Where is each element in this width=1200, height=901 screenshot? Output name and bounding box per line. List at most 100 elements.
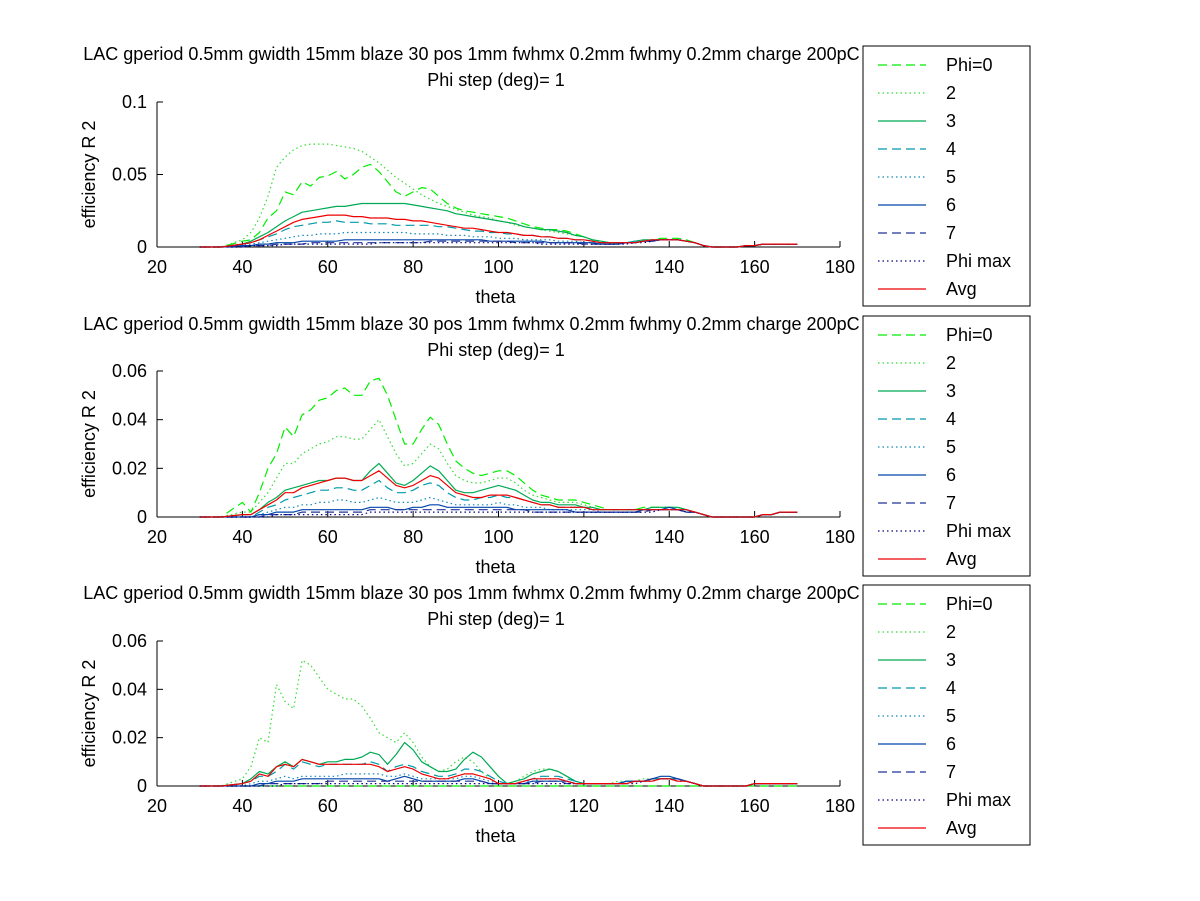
legend-label: Phi max [946, 790, 1011, 810]
series-line-2 [199, 659, 798, 787]
y-axis-label: efficiency R 2 [79, 660, 99, 768]
legend-label: 3 [946, 650, 956, 670]
x-tick-label: 160 [740, 796, 770, 816]
legend-label: Phi=0 [946, 55, 993, 75]
x-tick-label: 120 [569, 257, 599, 277]
series-line-phi-0 [199, 163, 798, 248]
x-tick-label: 140 [654, 796, 684, 816]
legend-label: Phi=0 [946, 594, 993, 614]
x-tick-label: 20 [147, 796, 167, 816]
legend-label: 3 [946, 111, 956, 131]
y-tick-label: 0 [137, 776, 147, 796]
legend-label: 5 [946, 706, 956, 726]
y-tick-label: 0.06 [112, 361, 147, 381]
y-tick-label: 0.05 [112, 165, 147, 185]
legend-label: 6 [946, 195, 956, 215]
x-tick-label: 80 [403, 796, 423, 816]
chart-title-line2: Phi step (deg)= 1 [427, 340, 565, 360]
x-axis-label: theta [475, 557, 516, 577]
x-tick-label: 40 [232, 257, 252, 277]
x-tick-label: 120 [569, 527, 599, 547]
legend-label: 7 [946, 493, 956, 513]
chart-panel-2: LAC gperiod 0.5mm gwidth 15mm blaze 30 p… [79, 314, 1031, 577]
chart-title-line1: LAC gperiod 0.5mm gwidth 15mm blaze 30 p… [83, 314, 1016, 334]
legend-label: Avg [946, 549, 977, 569]
y-tick-label: 0 [137, 507, 147, 527]
legend: Phi=0 2 3 4 5 6 7 Phi max Avg [862, 45, 1031, 307]
chart-panel-1: LAC gperiod 0.5mm gwidth 15mm blaze 30 p… [79, 44, 1031, 307]
x-tick-label: 100 [483, 796, 513, 816]
y-tick-label: 0.04 [112, 410, 147, 430]
legend-label: 4 [946, 678, 956, 698]
legend-label: 4 [946, 139, 956, 159]
legend-label: 5 [946, 167, 956, 187]
x-tick-label: 40 [232, 796, 252, 816]
legend-label: 7 [946, 762, 956, 782]
x-tick-label: 120 [569, 796, 599, 816]
series-line-avg [199, 758, 798, 787]
y-tick-label: 0 [137, 237, 147, 257]
legend-label: 6 [946, 465, 956, 485]
y-axis-label: efficiency R 2 [79, 121, 99, 229]
series-line-2 [199, 419, 798, 518]
legend-label: 7 [946, 223, 956, 243]
chart-title-line1: LAC gperiod 0.5mm gwidth 15mm blaze 30 p… [83, 44, 1016, 64]
series-line-5 [199, 496, 798, 518]
legend-label: Avg [946, 279, 977, 299]
legend-label: 4 [946, 409, 956, 429]
legend-label: Phi max [946, 521, 1011, 541]
series-line-4 [199, 761, 798, 787]
x-tick-label: 160 [740, 257, 770, 277]
chart-panel-3: LAC gperiod 0.5mm gwidth 15mm blaze 30 p… [79, 583, 1031, 846]
legend-label: 6 [946, 734, 956, 754]
x-tick-label: 180 [825, 796, 855, 816]
chart-title-line2: Phi step (deg)= 1 [427, 609, 565, 629]
x-tick-label: 20 [147, 257, 167, 277]
series-line-3 [199, 462, 798, 518]
series-line-avg [199, 214, 798, 248]
x-tick-label: 60 [318, 796, 338, 816]
series-line-2 [199, 143, 798, 248]
chart-title-line1: LAC gperiod 0.5mm gwidth 15mm blaze 30 p… [83, 583, 1016, 603]
x-tick-label: 100 [483, 257, 513, 277]
legend-label: Phi max [946, 251, 1011, 271]
legend-box [862, 584, 1031, 846]
x-axis-label: theta [475, 826, 516, 846]
x-tick-label: 40 [232, 527, 252, 547]
legend-box [862, 315, 1031, 577]
legend-label: Avg [946, 818, 977, 838]
chart-title-line2: Phi step (deg)= 1 [427, 70, 565, 90]
legend-label: Phi=0 [946, 325, 993, 345]
x-tick-label: 60 [318, 527, 338, 547]
x-tick-label: 180 [825, 527, 855, 547]
series-line-phi-0 [199, 377, 798, 518]
legend: Phi=0 2 3 4 5 6 7 Phi max Avg [862, 584, 1031, 846]
legend-label: 2 [946, 353, 956, 373]
legend-label: 2 [946, 622, 956, 642]
y-tick-label: 0.02 [112, 458, 147, 478]
series-line-phi-max [199, 239, 798, 248]
legend-label: 5 [946, 437, 956, 457]
x-axis-label: theta [475, 287, 516, 307]
y-tick-label: 0.04 [112, 679, 147, 699]
series-line-avg [199, 470, 798, 518]
x-tick-label: 160 [740, 527, 770, 547]
series-line-3 [199, 202, 798, 248]
series-line-3 [199, 741, 798, 787]
y-axis-label: efficiency R 2 [79, 390, 99, 498]
y-tick-label: 0.02 [112, 728, 147, 748]
legend-box [862, 45, 1031, 307]
y-tick-label: 0.06 [112, 631, 147, 651]
x-tick-label: 140 [654, 527, 684, 547]
x-tick-label: 60 [318, 257, 338, 277]
x-tick-label: 100 [483, 527, 513, 547]
x-tick-label: 80 [403, 257, 423, 277]
x-tick-label: 140 [654, 257, 684, 277]
x-tick-label: 80 [403, 527, 423, 547]
legend-label: 3 [946, 381, 956, 401]
x-tick-label: 180 [825, 257, 855, 277]
x-tick-label: 20 [147, 527, 167, 547]
y-tick-label: 0.1 [122, 92, 147, 112]
legend-label: 2 [946, 83, 956, 103]
